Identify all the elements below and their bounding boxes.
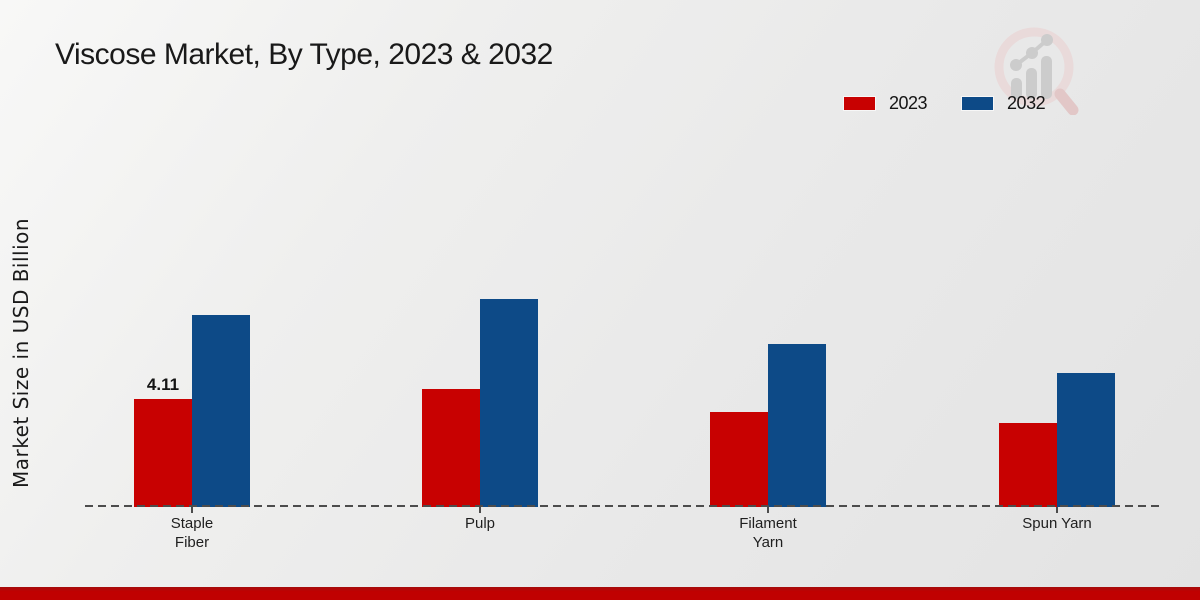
legend-swatch-2032 (961, 96, 995, 111)
category-label-spun-yarn: Spun Yarn (1022, 515, 1092, 532)
bar-2023-filament-yarn (710, 412, 768, 507)
legend-item-2032: 2032 (961, 93, 1046, 114)
category-label-staple-fiber: Staple Fiber (170, 515, 214, 551)
bar-2032-staple-fiber (192, 315, 250, 507)
x-axis-tick-filament-yarn (767, 507, 769, 513)
category-label-pulp: Pulp (464, 515, 496, 532)
x-axis-tick-staple-fiber (191, 507, 193, 513)
x-axis-tick-spun-yarn (1056, 507, 1058, 513)
bar-2023-pulp (422, 389, 480, 507)
bar-2032-filament-yarn (768, 344, 826, 507)
bar-2023-spun-yarn (999, 423, 1057, 507)
legend-swatch-2023 (843, 96, 876, 111)
legend-item-2023: 2023 (843, 93, 928, 114)
chart-title: Viscose Market, By Type, 2023 & 2032 (55, 38, 553, 71)
bar-2032-pulp (480, 299, 538, 507)
bar-2023-staple-fiber (134, 399, 192, 507)
logo-watermark-icon (994, 27, 1079, 115)
bar-2032-spun-yarn (1057, 373, 1115, 507)
data-label-2023-staple-fiber: 4.11 (146, 375, 180, 394)
legend-label-2023: 2023 (889, 93, 928, 113)
legend-label-2032: 2032 (1007, 93, 1046, 113)
x-axis-baseline (85, 505, 1163, 507)
footer-bar (0, 587, 1200, 600)
x-axis-tick-pulp (479, 507, 481, 513)
legend: 2023 2032 (843, 93, 1046, 114)
category-label-filament-yarn: Filament Yarn (739, 515, 797, 551)
